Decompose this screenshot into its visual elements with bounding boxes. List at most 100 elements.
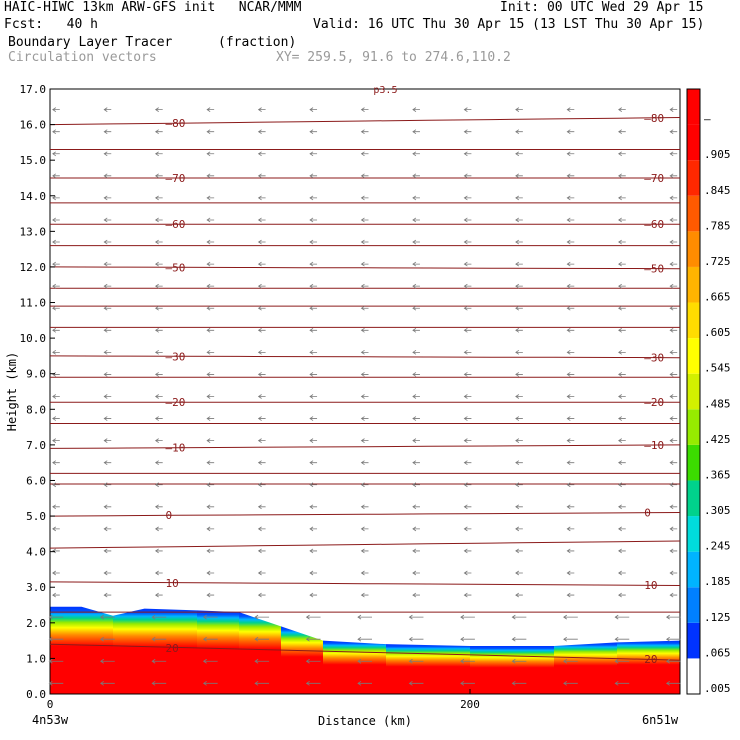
circulation-vector — [309, 460, 318, 466]
circulation-vector — [103, 372, 112, 377]
circulation-vector — [103, 438, 112, 443]
circulation-vector — [48, 636, 64, 642]
contour-label: –20 — [166, 396, 186, 409]
circulation-vector — [618, 151, 626, 157]
y-tick-label: 6.0 — [26, 474, 46, 487]
circulation-vector — [257, 592, 266, 598]
colorbar-label: .605 — [704, 326, 731, 339]
circulation-vector — [309, 548, 318, 554]
y-tick-label: 13.0 — [20, 225, 47, 238]
circulation-vector — [52, 482, 60, 488]
circulation-vector — [412, 283, 420, 289]
circulation-vector — [515, 173, 523, 179]
colorbar-label: .185 — [704, 575, 731, 588]
circulation-vector — [412, 151, 420, 157]
circulation-vector — [154, 350, 163, 355]
circulation-vector — [463, 195, 472, 201]
x-end-location: 6n51w — [642, 713, 679, 727]
circulation-vector — [618, 195, 626, 201]
colorbar-label: .485 — [704, 397, 731, 410]
circulation-vector — [669, 305, 678, 311]
circulation-vector — [52, 570, 60, 576]
colorbar-label: .545 — [704, 362, 731, 375]
circulation-vector — [154, 570, 163, 576]
circulation-vector — [154, 151, 163, 157]
circulation-vector — [463, 482, 472, 488]
circulation-vector — [202, 680, 218, 686]
circulation-vector — [669, 261, 678, 267]
circulation-vector — [618, 107, 626, 112]
tracer-segment — [144, 608, 197, 694]
circulation-vector — [360, 327, 369, 333]
circulation-vector — [665, 636, 681, 642]
circulation-vector — [52, 261, 60, 267]
tracer-segment — [239, 612, 281, 694]
circulation-vector — [309, 195, 318, 201]
contour-label: –20 — [644, 396, 664, 409]
colorbar-label: .125 — [704, 611, 731, 624]
circulation-vector — [309, 305, 318, 311]
circulation-vector — [618, 460, 626, 466]
circulation-vector — [618, 548, 626, 554]
circulation-vector — [614, 614, 630, 620]
circulation-vector — [463, 151, 472, 157]
circulation-vector — [360, 460, 369, 466]
circulation-vector — [309, 129, 318, 135]
circulation-vector — [563, 636, 578, 642]
circulation-vector — [254, 636, 270, 642]
circulation-vector — [566, 570, 575, 576]
contour-label: 0 — [166, 509, 173, 522]
circulation-vector — [151, 636, 167, 642]
circulation-vector — [206, 394, 215, 399]
circulation-vector — [463, 372, 472, 377]
circulation-vector — [669, 195, 678, 201]
xy-range: XY= 259.5, 91.6 to 274.6,110.2 — [276, 50, 511, 65]
circulation-vector — [412, 592, 420, 598]
circulation-vector — [154, 261, 163, 267]
contour-label: 20 — [166, 642, 179, 655]
circulation-vector — [563, 614, 578, 620]
tracer-segment — [386, 644, 470, 694]
circulation-vector — [412, 217, 420, 223]
circulation-vector — [154, 482, 163, 488]
circulation-vector — [154, 526, 163, 532]
circulation-vector — [309, 592, 318, 598]
y-tick-label: 2.0 — [26, 617, 46, 630]
circulation-vector — [103, 350, 112, 355]
colorbar-label: .725 — [704, 255, 731, 268]
circulation-vector — [515, 504, 523, 510]
circulation-vector — [100, 658, 115, 664]
circulation-vector — [154, 372, 163, 377]
circulation-vector — [412, 327, 420, 333]
circulation-vector — [618, 350, 626, 355]
circulation-vector — [412, 261, 420, 267]
circulation-vector — [48, 658, 64, 664]
circulation-vector — [669, 394, 678, 399]
circulation-vector — [463, 217, 472, 223]
circulation-vector — [412, 416, 420, 421]
circulation-vector — [408, 658, 424, 664]
circulation-vector — [309, 526, 318, 532]
circulation-vector — [360, 438, 369, 443]
circulation-vector — [103, 327, 112, 333]
circulation-vector — [463, 438, 472, 443]
circulation-vector — [566, 173, 575, 179]
circulation-vector — [360, 261, 369, 267]
circulation-vector — [257, 438, 266, 443]
circulation-vector — [154, 416, 163, 421]
circulation-vector — [412, 173, 420, 179]
circulation-vector — [566, 283, 575, 289]
contour-label: –80 — [166, 117, 186, 130]
circulation-vector — [566, 526, 575, 532]
circulation-vector — [202, 658, 218, 664]
y-tick-label: 9.0 — [26, 368, 46, 381]
x-start-location: 4n53w — [32, 713, 69, 727]
colorbar-label: .005 — [704, 682, 731, 695]
circulation-vector — [257, 107, 266, 112]
circulation-vector — [360, 350, 369, 355]
circulation-vector — [515, 129, 523, 135]
circulation-vector — [566, 261, 575, 267]
circulation-vector — [52, 195, 60, 201]
circulation-vector — [511, 680, 527, 686]
